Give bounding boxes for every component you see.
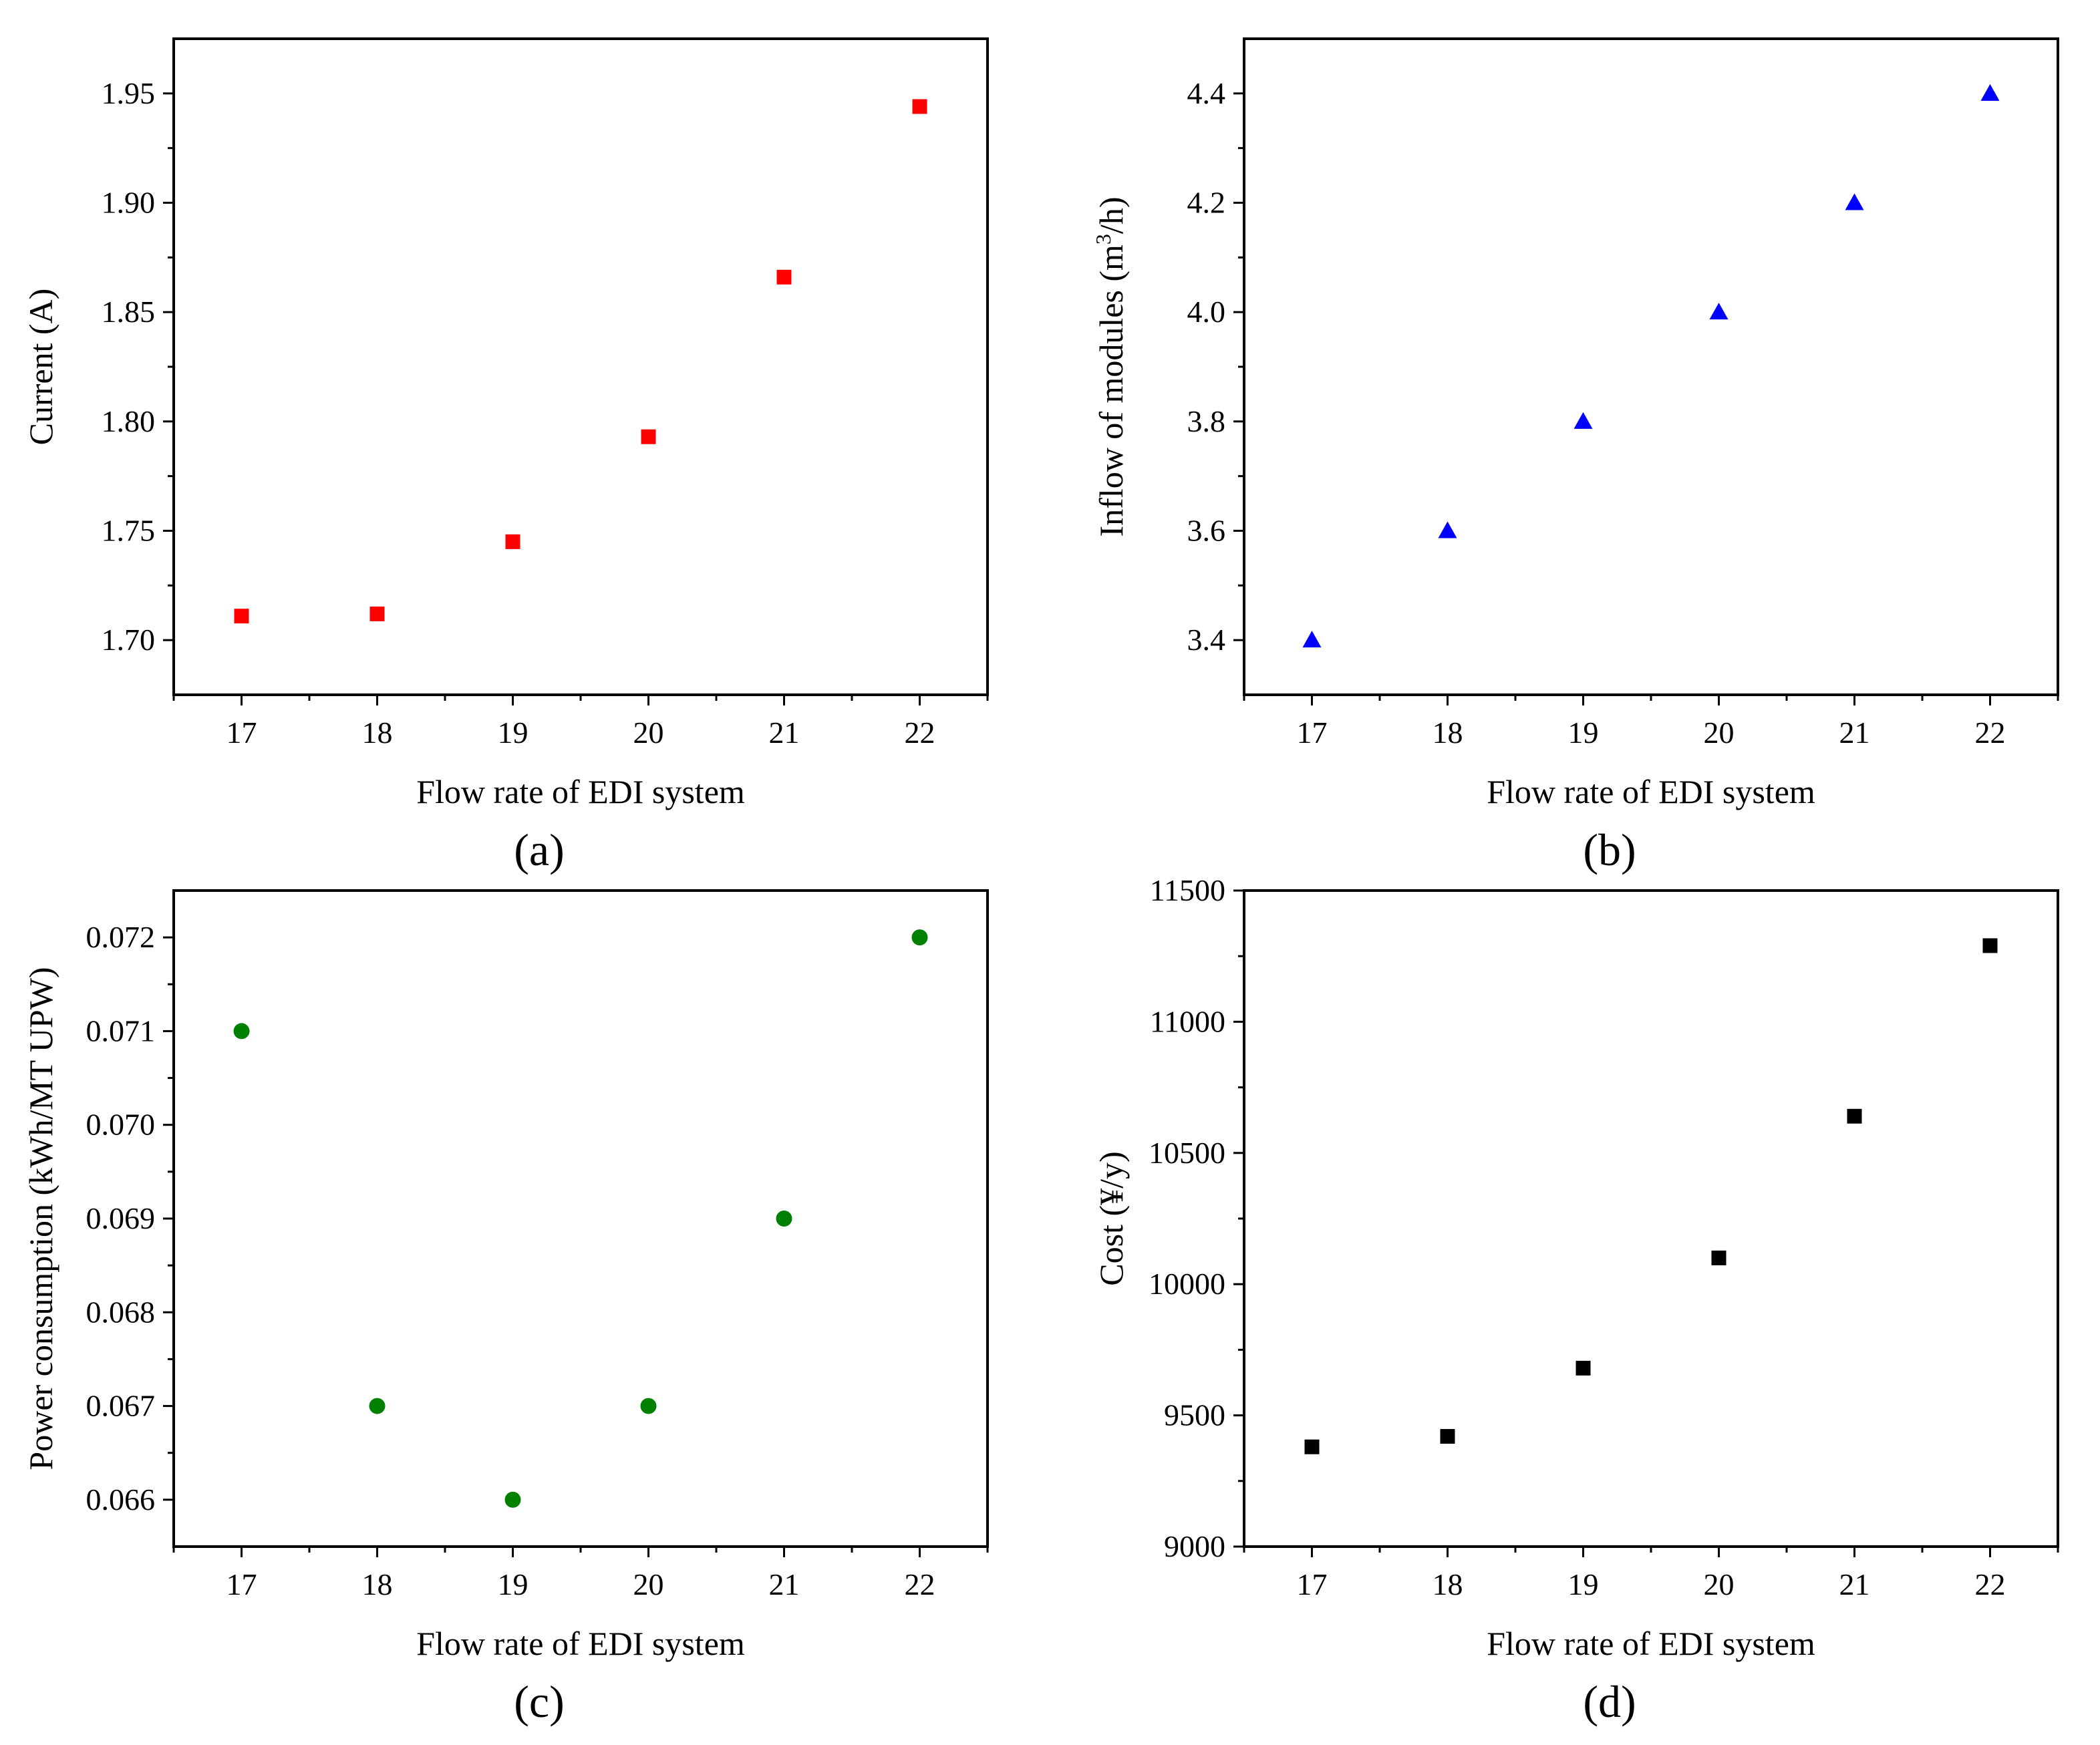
y-tick-label: 1.80 (102, 404, 156, 438)
y-tick-label: 1.75 (102, 514, 156, 548)
y-tick-label: 3.8 (1187, 404, 1226, 438)
x-tick-label: 22 (1975, 716, 2006, 750)
y-axis-title: Inflow of modules (m3/h) (1091, 197, 1130, 537)
data-point (1440, 1429, 1455, 1444)
x-tick-label: 20 (1704, 716, 1735, 750)
y-tick-label: 1.90 (102, 186, 156, 220)
y-axis-title-tail: /h) (1092, 197, 1130, 234)
data-point (1709, 303, 1729, 320)
x-axis-title: Flow rate of EDI system (416, 1625, 745, 1662)
panel-label: (b) (1583, 824, 1636, 875)
data-point (1573, 412, 1593, 429)
panel-label: (d) (1583, 1676, 1636, 1727)
panel-label: (a) (514, 824, 564, 875)
x-tick-label: 17 (227, 1567, 257, 1601)
y-tick-label: 0.072 (86, 920, 156, 954)
data-point (640, 1398, 657, 1414)
y-tick-label: 0.071 (86, 1013, 156, 1048)
panel-label: (c) (514, 1676, 564, 1727)
data-point (369, 1398, 386, 1414)
y-tick-label: 0.069 (86, 1201, 156, 1235)
y-tick-label: 9000 (1164, 1529, 1225, 1563)
data-point (505, 534, 520, 549)
x-tick-label: 18 (1433, 1567, 1463, 1601)
y-axis-title: Current (A) (22, 289, 59, 446)
plot-frame (1243, 37, 2059, 696)
y-tick-label: 1.95 (102, 76, 156, 110)
x-tick-label: 22 (905, 1567, 935, 1601)
y-tick-label: 4.0 (1187, 295, 1226, 329)
data-point (641, 429, 656, 444)
x-tick-label: 19 (498, 716, 529, 750)
x-tick-label: 18 (362, 1567, 393, 1601)
data-point (234, 609, 249, 624)
data-point (369, 606, 385, 621)
plot-frame (172, 889, 989, 1548)
data-point (776, 269, 792, 285)
y-tick-label: 0.070 (86, 1108, 156, 1142)
x-tick-label: 20 (633, 1567, 664, 1601)
plot-frame (172, 37, 989, 696)
data-point (1576, 1360, 1591, 1376)
panel-c: 17 18 19 20 21 22 0.066 0.067 0.068 0.069 0.070 0.0… (22, 889, 989, 1727)
x-axis-title: Flow rate of EDI system (1487, 1625, 1815, 1662)
x-tick-label: 20 (1704, 1567, 1735, 1601)
y-tick-label: 11000 (1150, 1004, 1225, 1038)
data-point (912, 99, 927, 114)
x-tick-label: 19 (1568, 716, 1599, 750)
data-point (1847, 1108, 1862, 1124)
x-tick-label: 17 (1297, 1567, 1328, 1601)
data-point (233, 1023, 250, 1040)
y-tick-label: 0.066 (86, 1482, 156, 1517)
y-tick-label: 10500 (1149, 1136, 1225, 1170)
x-tick-label: 19 (1568, 1567, 1599, 1601)
y-tick-label: 3.4 (1187, 623, 1226, 657)
y-axis-title-main: Inflow of modules (m (1092, 245, 1130, 537)
data-point (1845, 193, 1864, 210)
y-tick-label: 10000 (1149, 1267, 1225, 1301)
y-tick-label: 1.70 (102, 623, 156, 657)
x-tick-label: 18 (1433, 716, 1463, 750)
data-point (1304, 1439, 1320, 1454)
x-tick-label: 18 (362, 716, 393, 750)
data-point (1711, 1250, 1727, 1265)
x-tick-label: 20 (633, 716, 664, 750)
panel-b: 17 18 19 20 21 22 3.4 3.6 3.8 4.0 4.2 4.4 Flow rate … (1091, 37, 2059, 875)
panel-d: 17 18 19 20 21 22 9000 9500 10000 10500 11000 11500… (1092, 873, 2059, 1727)
y-tick-label: 9500 (1164, 1398, 1225, 1432)
x-tick-label: 21 (769, 716, 800, 750)
y-axis-title: Cost (¥/y) (1092, 1151, 1130, 1285)
x-tick-label: 22 (905, 716, 935, 750)
y-tick-label: 4.4 (1187, 76, 1226, 110)
plot-frame (1243, 889, 2059, 1548)
y-axis-title-superscript: 3 (1091, 234, 1115, 245)
x-tick-label: 21 (1839, 1567, 1870, 1601)
x-axis-title: Flow rate of EDI system (416, 773, 745, 810)
x-axis-title: Flow rate of EDI system (1487, 773, 1815, 810)
data-point (911, 929, 928, 946)
data-point (776, 1211, 792, 1227)
y-tick-label: 0.067 (86, 1389, 156, 1423)
y-tick-label: 4.2 (1187, 186, 1226, 220)
data-point (1438, 521, 1457, 538)
panel-a: 17 18 19 20 21 22 1.70 1.75 1.80 1.85 1.90 1.95 Flow… (22, 37, 989, 875)
x-tick-label: 22 (1975, 1567, 2006, 1601)
data-point (1980, 84, 2000, 101)
y-tick-label: 0.068 (86, 1295, 156, 1329)
y-axis-title: Power consumption (kWh/MT UPW) (22, 967, 59, 1470)
y-tick-label: 11500 (1150, 873, 1225, 907)
data-point (1982, 938, 1998, 953)
data-point (1302, 631, 1322, 648)
y-tick-label: 1.85 (102, 295, 156, 329)
data-point (504, 1491, 521, 1508)
x-tick-label: 19 (498, 1567, 529, 1601)
x-tick-label: 21 (769, 1567, 800, 1601)
y-tick-label: 3.6 (1187, 514, 1226, 548)
x-tick-label: 21 (1839, 716, 1870, 750)
x-tick-label: 17 (227, 716, 257, 750)
x-tick-label: 17 (1297, 716, 1328, 750)
